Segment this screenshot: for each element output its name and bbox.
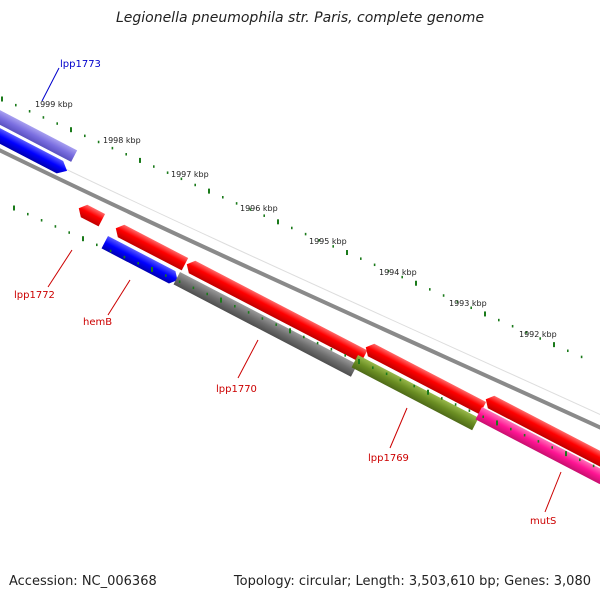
- kbp-label: 1994 kbp: [379, 268, 417, 277]
- feature-lpp1772[interactable]: [76, 202, 106, 227]
- gene-label-mutS[interactable]: mutS: [530, 516, 556, 527]
- kbp-label: 1999 kbp: [35, 100, 73, 109]
- accession-text: Accession: NC_006368: [9, 574, 157, 589]
- feature-red-upper-2[interactable]: [184, 258, 368, 363]
- kbp-label: 1993 kbp: [449, 299, 487, 308]
- leader-line-mutS: [544, 471, 562, 513]
- feature-hemB[interactable]: [101, 236, 181, 286]
- leader-line-hemB: [107, 279, 131, 316]
- gene-label-lpp1773[interactable]: lpp1773: [60, 59, 101, 70]
- feature-lpp1773-purple[interactable]: [0, 106, 78, 162]
- topology-text: Topology: circular; Length: 3,503,610 bp…: [233, 574, 591, 589]
- kbp-label: 1996 kbp: [240, 204, 278, 213]
- feature-red-upper-4[interactable]: [483, 393, 600, 471]
- kbp-labels: 1999 kbp 1998 kbp 1997 kbp 1996 kbp 1995…: [35, 100, 557, 339]
- gene-label-lpp1769[interactable]: lpp1769: [368, 453, 409, 464]
- kbp-label: 1998 kbp: [103, 136, 141, 145]
- gene-label-hemB[interactable]: hemB: [83, 317, 112, 328]
- gene-label-lpp1770[interactable]: lpp1770: [216, 384, 257, 395]
- leader-line-lpp1769: [389, 407, 408, 449]
- leader-line-lpp1770: [237, 339, 259, 379]
- feature-red-upper-3[interactable]: [363, 341, 487, 415]
- feature-red-upper-1[interactable]: [113, 222, 189, 271]
- tick-row-inner: [13, 205, 595, 468]
- tick-row-outer: [1, 96, 583, 359]
- leader-line-lpp1772: [47, 249, 73, 288]
- feature-lpp1770[interactable]: [173, 272, 358, 377]
- feature-mutS[interactable]: [475, 407, 600, 485]
- kbp-label: 1995 kbp: [309, 237, 347, 246]
- gene-labels: lpp1773 lpp1772 hemB lpp1770 lpp1769 mut…: [14, 59, 562, 527]
- map-title: Legionella pneumophila str. Paris, compl…: [115, 10, 485, 26]
- backbone-outer: [0, 148, 600, 430]
- kbp-label: 1992 kbp: [519, 330, 557, 339]
- gene-label-lpp1772[interactable]: lpp1772: [14, 290, 55, 301]
- feature-blue-upper[interactable]: [0, 125, 70, 177]
- backbone-inner: [0, 136, 600, 415]
- kbp-label: 1997 kbp: [171, 170, 209, 179]
- feature-lpp1769[interactable]: [351, 355, 479, 431]
- leader-line-lpp1773: [41, 67, 60, 102]
